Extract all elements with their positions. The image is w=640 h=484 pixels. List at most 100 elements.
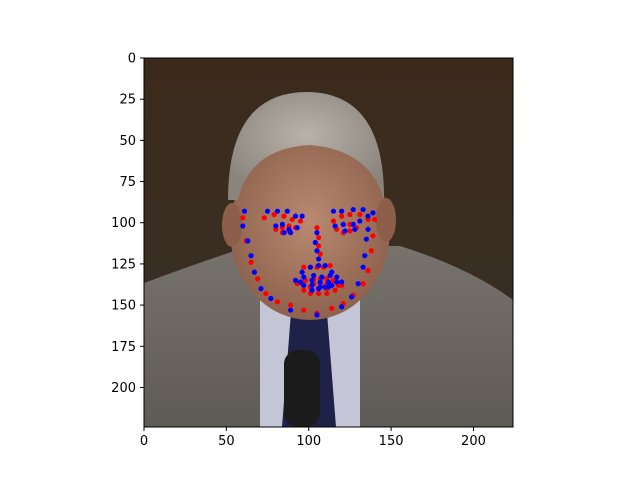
landmark-point-red xyxy=(301,287,307,293)
landmark-point-blue xyxy=(274,208,281,214)
landmark-point-blue xyxy=(342,228,348,234)
landmark-point-blue xyxy=(317,284,323,290)
landmark-point-red xyxy=(317,251,323,257)
landmark-point-red xyxy=(301,264,307,270)
landmark-point-red xyxy=(263,290,269,297)
x-tick-label: 200 xyxy=(461,434,486,449)
landmark-point-blue xyxy=(309,287,315,293)
landmark-point-blue xyxy=(352,226,358,232)
landmark-point-red xyxy=(330,218,337,224)
landmark-point-blue xyxy=(350,206,356,213)
landmark-point-blue xyxy=(363,236,369,242)
landmark-point-blue xyxy=(301,274,307,280)
landmark-point-red xyxy=(316,290,322,297)
landmark-point-blue xyxy=(316,256,322,262)
landmark-point-blue xyxy=(332,223,338,229)
landmark-point-red xyxy=(339,213,345,219)
landmark-point-red xyxy=(314,225,320,231)
landmark-point-red xyxy=(271,211,277,218)
landmark-point-blue xyxy=(248,253,254,259)
face-photograph xyxy=(144,58,513,427)
landmark-point-blue xyxy=(294,225,300,231)
landmark-point-blue xyxy=(240,223,246,229)
landmark-point-blue xyxy=(360,206,366,213)
landmark-point-blue xyxy=(314,312,320,318)
landmark-point-blue xyxy=(299,213,305,219)
landmark-point-red xyxy=(288,302,294,308)
y-tick-label: 150 xyxy=(111,299,136,314)
y-tick-label: 200 xyxy=(111,381,136,396)
landmark-point-blue xyxy=(279,221,285,227)
landmark-point-red xyxy=(365,267,371,274)
landmark-point-red xyxy=(274,299,281,305)
x-tick-label: 100 xyxy=(296,434,321,449)
landmark-point-blue xyxy=(307,264,313,270)
landmark-point-blue xyxy=(334,279,340,285)
landmark-point-red xyxy=(357,211,363,218)
y-tick-label: 0 xyxy=(128,52,136,67)
landmark-point-blue xyxy=(309,277,315,283)
landmark-point-blue xyxy=(365,213,371,219)
axis-ticks: 0 50 100 150 200 0 25 50 75 100 125 150 175 200 xyxy=(111,52,486,450)
landmark-point-blue xyxy=(355,281,361,287)
landmark-point-blue xyxy=(317,279,323,285)
landmark-point-blue xyxy=(312,239,318,246)
landmark-point-blue xyxy=(251,269,257,275)
landmark-point-blue xyxy=(245,238,251,244)
landmark-point-blue xyxy=(316,262,322,269)
landmark-point-red xyxy=(255,276,261,282)
landmark-point-blue xyxy=(284,208,290,214)
x-tick-label: 50 xyxy=(218,434,235,449)
landmark-point-blue xyxy=(322,262,328,269)
landmark-point-blue xyxy=(350,221,356,227)
landmark-point-blue xyxy=(325,279,332,285)
landmark-point-blue xyxy=(348,294,355,300)
y-tick-label: 50 xyxy=(119,134,136,149)
landmark-point-blue xyxy=(301,282,307,288)
landmark-point-red xyxy=(347,211,353,218)
landmark-point-red xyxy=(327,262,333,269)
y-tick-label: 100 xyxy=(111,216,136,231)
landmark-point-blue xyxy=(292,277,299,283)
landmark-point-blue xyxy=(268,295,274,302)
landmark-point-red xyxy=(368,248,374,254)
landmark-point-red xyxy=(347,228,353,234)
plot-frame xyxy=(143,57,514,428)
landmark-point-blue xyxy=(334,274,340,280)
landmark-point-red xyxy=(372,216,378,223)
landmark-point-red xyxy=(316,234,322,241)
x-tick-label: 0 xyxy=(140,434,148,449)
landmark-point-blue xyxy=(357,218,363,224)
landmark-point-blue xyxy=(339,208,345,214)
landmark-points xyxy=(240,206,378,318)
y-tick-label: 25 xyxy=(119,93,136,108)
landmark-point-red xyxy=(332,287,338,293)
landmark-point-red xyxy=(329,305,335,311)
landmark-point-blue xyxy=(292,213,299,219)
landmark-point-blue xyxy=(281,230,287,236)
landmark-point-blue xyxy=(309,282,315,288)
y-tick-label: 75 xyxy=(119,175,136,190)
y-tick-label: 125 xyxy=(111,257,136,272)
landmark-point-red xyxy=(316,243,322,249)
landmark-point-blue xyxy=(288,230,294,236)
landmark-point-blue xyxy=(241,208,248,214)
landmark-point-blue xyxy=(365,226,371,232)
landmark-point-blue xyxy=(340,221,346,227)
landmark-point-blue xyxy=(330,208,337,214)
landmark-point-red xyxy=(297,218,304,224)
landmark-point-red xyxy=(301,307,307,313)
landmark-point-red xyxy=(248,259,254,265)
y-tick-label: 175 xyxy=(111,340,136,355)
landmark-point-red xyxy=(360,281,366,287)
landmark-point-blue xyxy=(327,272,333,279)
landmark-point-blue xyxy=(339,304,345,310)
landmark-point-blue xyxy=(311,272,317,279)
landmark-point-blue xyxy=(360,264,366,270)
landmark-point-red xyxy=(281,213,287,219)
landmark-point-blue xyxy=(362,253,368,259)
landmark-point-blue xyxy=(319,274,325,280)
landmark-point-blue xyxy=(325,284,332,290)
